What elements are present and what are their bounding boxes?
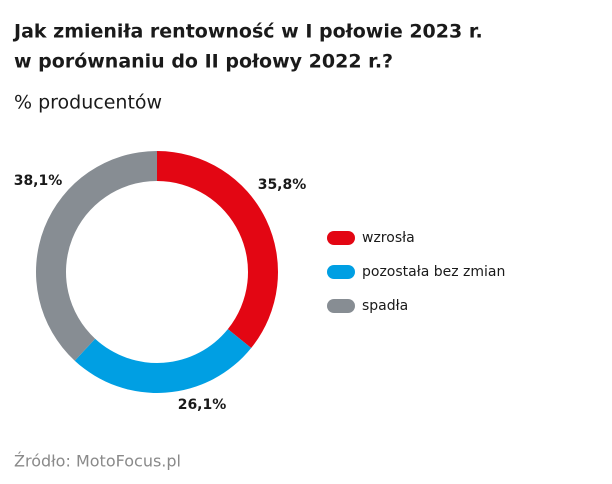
- legend-swatch: [327, 299, 355, 313]
- data-label: 26,1%: [178, 397, 227, 413]
- donut-segment: [157, 151, 278, 348]
- legend-swatch: [327, 231, 355, 245]
- source: Źródło: MotoFocus.pl: [14, 452, 181, 471]
- legend-label: spadła: [362, 298, 408, 314]
- donut-segment: [74, 329, 252, 393]
- chart-title: Jak zmieniła rentowność w I połowie 2023…: [12, 21, 483, 43]
- legend-label: wzrosła: [362, 230, 415, 246]
- data-label: 35,8%: [258, 177, 307, 193]
- chart-title: w porównaniu do II połowy 2022 r.?: [14, 51, 393, 73]
- donut-segment: [36, 151, 157, 361]
- data-label: 38,1%: [14, 173, 63, 189]
- chart-subtitle: % producentów: [14, 92, 162, 114]
- legend-label: pozostała bez zmian: [362, 264, 505, 280]
- legend-swatch: [327, 265, 355, 279]
